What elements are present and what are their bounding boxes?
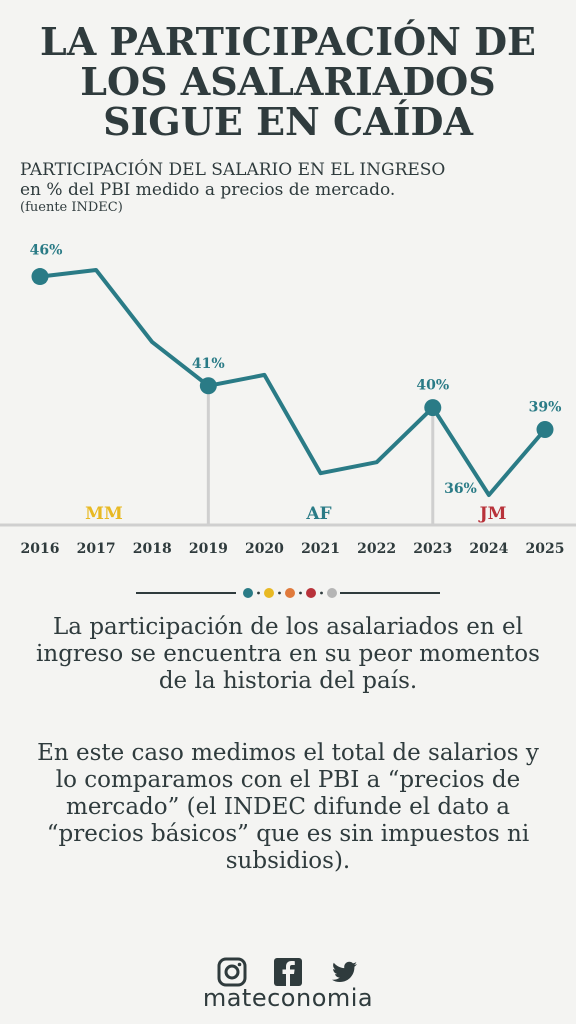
subtitle-source: (fuente INDEC) xyxy=(20,200,123,215)
x-tick-label-2024: 2024 xyxy=(469,541,508,557)
x-tick-label-2016: 2016 xyxy=(21,541,60,557)
section-divider xyxy=(136,588,440,598)
x-tick-label-2019: 2019 xyxy=(189,541,228,557)
page-title: LA PARTICIPACIÓN DE LOS ASALARIADOS SIGU… xyxy=(0,22,576,142)
divider-dot xyxy=(306,588,316,598)
series-line xyxy=(39,268,547,497)
divider-dot xyxy=(327,588,337,598)
line-chart: 46% 41% 40% 36% 39% MM AF JM 2016 2017 2018 2019 202… xyxy=(0,243,576,557)
x-tick-label-2022: 2022 xyxy=(357,541,396,557)
x-tick-label-2023: 2023 xyxy=(413,541,452,557)
divider-dot xyxy=(264,588,274,598)
title-line-1: LA PARTICIPACIÓN DE xyxy=(39,19,536,64)
x-tick-label-2021: 2021 xyxy=(301,541,340,557)
divider-separator-dot xyxy=(320,591,323,595)
instagram-icon[interactable] xyxy=(217,957,247,987)
x-tick-label-2025: 2025 xyxy=(526,541,565,557)
period-label-AF: AF xyxy=(305,504,331,524)
point-label-2024: 36% xyxy=(444,481,477,497)
x-tick-label-2017: 2017 xyxy=(77,541,116,557)
chart-subtitle: PARTICIPACIÓN DEL SALARIO EN EL INGRESO … xyxy=(20,160,560,216)
point-label-2019: 41% xyxy=(192,356,225,372)
period-label-JM: JM xyxy=(478,504,507,524)
brand-name: mateconomia xyxy=(202,984,374,1012)
social-links xyxy=(0,957,576,987)
point-label-2025: 39% xyxy=(529,399,562,415)
data-point-2016 xyxy=(31,268,49,286)
period-label-MM: MM xyxy=(85,504,123,524)
data-point-2019 xyxy=(199,377,217,395)
x-tick-label-2018: 2018 xyxy=(133,541,172,557)
divider-dot xyxy=(243,588,253,598)
divider-separator-dot xyxy=(299,591,302,595)
data-point-2025 xyxy=(536,420,554,438)
subtitle-line-2: en % del PBI medido a precios de mercado… xyxy=(20,180,396,200)
title-line-3: SIGUE EN CAÍDA xyxy=(103,99,473,144)
point-label-2016: 46% xyxy=(30,243,63,259)
twitter-icon[interactable] xyxy=(329,957,359,987)
point-label-2023: 40% xyxy=(416,378,449,394)
data-point-2023 xyxy=(424,399,442,417)
divider-separator-dot xyxy=(278,591,281,595)
subtitle-line-1: PARTICIPACIÓN DEL SALARIO EN EL INGRESO xyxy=(20,160,446,180)
divider-dot xyxy=(285,588,295,598)
body-paragraph-2: En este caso medimos el total de salario… xyxy=(37,740,539,874)
body-paragraph-1: La participación de los asalariados en e… xyxy=(36,614,540,694)
x-tick-label-2020: 2020 xyxy=(245,541,284,557)
divider-separator-dot xyxy=(257,591,260,595)
facebook-icon[interactable] xyxy=(273,957,303,987)
title-line-2: LOS ASALARIADOS xyxy=(80,59,496,104)
